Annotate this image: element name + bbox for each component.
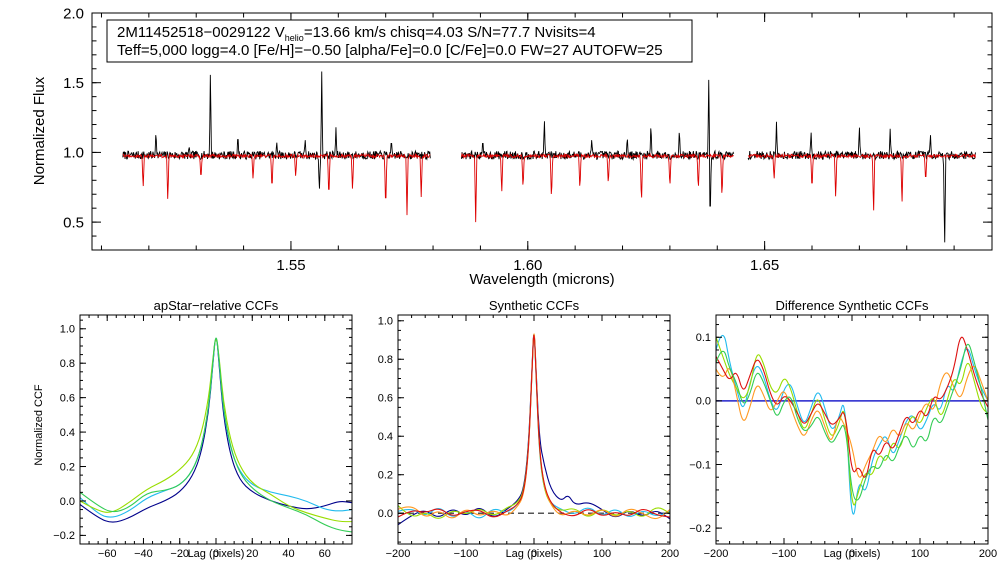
spectrum-ytick-label: 2.0 (63, 5, 84, 22)
difference-ccf-xlabel: Lag (pixels) (824, 548, 881, 560)
apstar-ccf-xtick-label: −60 (98, 548, 117, 560)
synthetic-ccf-panel: −200 −100 0 100 200 0.0 0.2 0.4 0.6 0.8 1.0 Synthe… (378, 298, 679, 560)
apstar-ccf-xtick-label: −40 (134, 548, 153, 560)
info-line-1: 2M11452518−0029122 Vhelio=13.66 km/s chi… (117, 24, 596, 43)
apstar-ccf-xtick-label: 0 (213, 548, 219, 560)
synthetic-ccf-ytick-label: 1.0 (378, 316, 393, 328)
apstar-ccf-series (80, 337, 352, 533)
apstar-ccf-ytick-label: −0.2 (53, 530, 75, 542)
spectrum-frame (91, 12, 993, 251)
difference-ccf-title: Difference Synthetic CCFs (776, 298, 929, 313)
difference-ccf-xtick-label: 100 (911, 548, 929, 560)
spectrum-ticks: 1.55 1.60 1.65 0.5 1.0 1.5 2.0 (63, 5, 992, 274)
synthetic-ccf-series (398, 333, 670, 526)
spectrum-ytick-label: 1.0 (63, 145, 84, 162)
apstar-ccf-ytick-label: 0.8 (60, 358, 75, 370)
spectrum-series (122, 71, 976, 243)
apstar-ccf-ytick-label: 0.6 (60, 392, 75, 404)
synthetic-ccf-ytick-label: 0.4 (378, 431, 393, 443)
difference-ccf-ytick-label: 0.0 (696, 396, 711, 408)
synthetic-ccf-title: Synthetic CCFs (489, 298, 580, 313)
spectrum-ytick-label: 1.5 (63, 75, 84, 92)
synthetic-ccf-ytick-label: 0.0 (378, 508, 393, 520)
apstar-ccf-ytick-label: 0.2 (60, 461, 75, 473)
difference-ccf-panel: −200 −100 0 100 200 −0.2 −0.1 0.0 0.1 Difference… (689, 298, 997, 560)
difference-ccf-series-visit-5 (716, 336, 988, 478)
apstar-ccf-title: apStar−relative CCFs (154, 298, 279, 313)
apstar-ccf-ytick-label: 0.0 (60, 496, 75, 508)
synthetic-ccf-xtick-label: 100 (593, 548, 611, 560)
synthetic-ccf-xtick-label: −200 (386, 548, 411, 560)
difference-ccf-xtick-label: −100 (772, 548, 797, 560)
info-line-1-b: =13.66 km/s chisq=4.03 S/N=77.7 Nvisits=… (304, 24, 596, 41)
difference-ccf-series (716, 335, 988, 515)
spectrum-xtick-label: 1.65 (750, 257, 779, 274)
synthetic-ccf-xtick-label: −100 (454, 548, 479, 560)
synthetic-ccf-xtick-label: 0 (531, 548, 537, 560)
difference-ccf-series-visit-3 (716, 337, 988, 506)
spectrum-panel: 1.55 1.60 1.65 0.5 1.0 1.5 2.0 Wavelength (mic… (31, 5, 993, 288)
spectrum-xlabel: Wavelength (microns) (469, 271, 614, 288)
spectrum-series-model (122, 152, 976, 223)
apstar-ccf-xtick-label: 40 (282, 548, 294, 560)
difference-ccf-ytick-label: 0.1 (696, 332, 711, 344)
synthetic-ccf-series-visit-4 (398, 333, 670, 520)
spectrum-xtick-label: 1.55 (276, 257, 305, 274)
spectrum-ytick-label: 0.5 (63, 214, 84, 231)
info-line-1-sub: helio (285, 33, 304, 43)
apstar-ccf-series-visit-4 (80, 337, 352, 533)
apstar-ccf-ylabel: Normalized CCF (33, 384, 45, 466)
synthetic-ccf-series-visit-5 (398, 334, 670, 518)
difference-ccf-xtick-label: −200 (704, 548, 729, 560)
info-box (106, 19, 693, 63)
apstar-ccf-series-visit-3 (80, 339, 352, 523)
apstar-ccf-panel: −60 −40 −20 0 20 40 60 −0.2 0.0 0.2 0.4 0.6 0.8 1.0 a… (33, 298, 353, 560)
info-line-2: Teff=5,000 logg=4.0 [Fe/H]=−0.50 [alpha/… (117, 42, 663, 59)
synthetic-ccf-xlabel: Lag (pixels) (506, 548, 563, 560)
apstar-ccf-ticks: −60 −40 −20 0 20 40 60 −0.2 0.0 0.2 0.4 0.6 0.8 1.0 (53, 315, 353, 560)
spectrum-ylabel: Normalized Flux (31, 76, 48, 185)
synthetic-ccf-ticks: −200 −100 0 100 200 0.0 0.2 0.4 0.6 0.8 1.0 (378, 315, 679, 560)
apstar-ccf-xlabel: Lag (pixels) (188, 548, 245, 560)
difference-ccf-ytick-label: −0.2 (689, 523, 711, 535)
apstar-ccf-xtick-label: 60 (319, 548, 331, 560)
difference-ccf-series-visit-6 (716, 343, 988, 501)
difference-ccf-series-visit-4 (716, 365, 988, 478)
info-line-1-a: 2M11452518−0029122 V (117, 24, 285, 41)
synthetic-ccf-ytick-label: 0.6 (378, 393, 393, 405)
synthetic-ccf-ytick-label: 0.8 (378, 354, 393, 366)
apstar-ccf-ytick-label: 1.0 (60, 324, 75, 336)
difference-ccf-xtick-label: 200 (979, 548, 997, 560)
apstar-ccf-xtick-label: 20 (246, 548, 258, 560)
difference-ccf-series-visit-2 (716, 335, 988, 515)
synthetic-ccf-xtick-label: 200 (661, 548, 679, 560)
apstar-ccf-ytick-label: 0.4 (60, 427, 75, 439)
difference-ccf-ticks: −200 −100 0 100 200 −0.2 −0.1 0.0 0.1 (689, 315, 997, 560)
difference-ccf-xtick-label: 0 (849, 548, 855, 560)
synthetic-ccf-ytick-label: 0.2 (378, 470, 393, 482)
difference-ccf-ytick-label: −0.1 (689, 459, 711, 471)
apstar-ccf-xtick-label: −20 (170, 548, 189, 560)
spectrum-xtick-label: 1.60 (513, 257, 542, 274)
